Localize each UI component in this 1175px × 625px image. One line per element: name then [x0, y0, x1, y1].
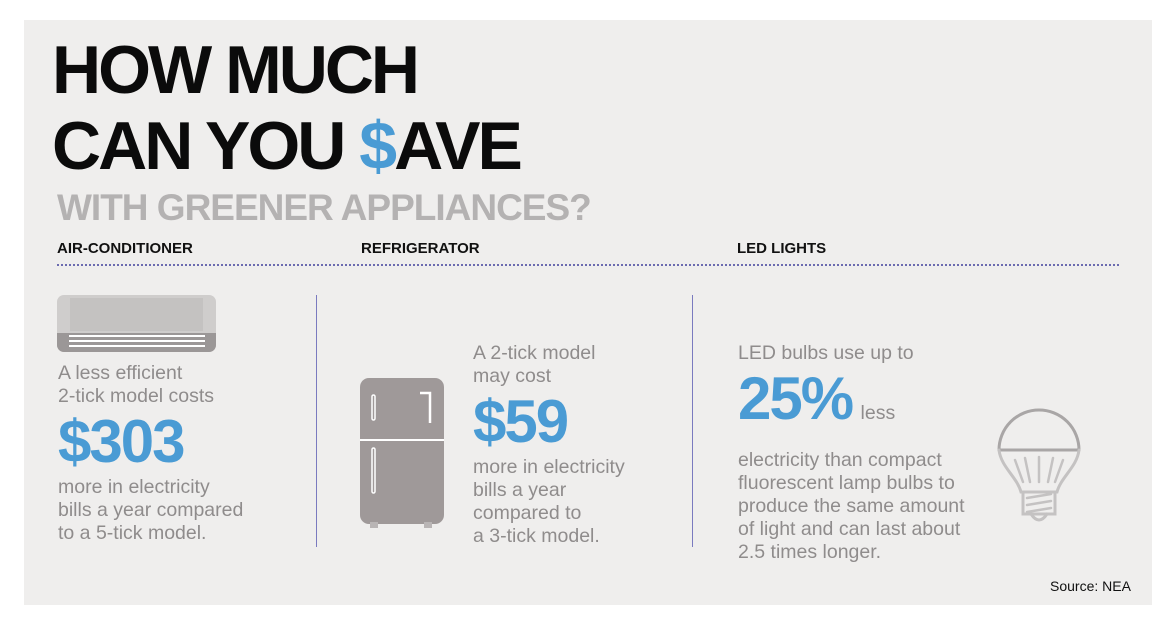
refrigerator-icon	[360, 378, 444, 528]
dollar-sign: $	[359, 108, 397, 184]
led-outro-line: electricity than compact	[738, 449, 942, 471]
headline-line-2-suffix: AVE	[394, 108, 523, 184]
fridge-column: A 2-tick model may cost $59 more in elec…	[473, 342, 625, 548]
fridge-intro-line: may cost	[473, 365, 552, 387]
fridge-value: $59	[473, 388, 569, 455]
column-divider	[316, 295, 317, 547]
source-note: Source: NEA	[1050, 578, 1131, 594]
led-outro-line: fluorescent lamp bulbs to	[738, 472, 955, 494]
dotted-divider	[57, 264, 1119, 266]
ac-intro-line: A less efficient	[58, 362, 183, 384]
led-value-row: 25% less	[738, 365, 965, 449]
light-bulb-icon	[997, 408, 1081, 522]
column-divider	[692, 295, 693, 547]
ac-intro-line: 2-tick model costs	[58, 385, 215, 407]
led-value: 25%	[738, 365, 854, 432]
fridge-intro-line: A 2-tick model	[473, 342, 596, 364]
led-intro: LED bulbs use up to	[738, 342, 914, 364]
led-outro-line: of light and can last about	[738, 518, 961, 540]
air-conditioner-icon	[57, 295, 216, 352]
led-outro-line: 2.5 times longer.	[738, 541, 882, 563]
ac-column: A less efficient 2-tick model costs $303…	[58, 362, 243, 545]
led-column: LED bulbs use up to 25% less electricity…	[738, 342, 965, 564]
headline-line-1: HOW MUCH	[52, 32, 420, 108]
fridge-outro-line: a 3-tick model.	[473, 525, 600, 547]
ac-outro-line: bills a year compared	[58, 499, 244, 521]
headline: HOW MUCH CAN YOU $AVE	[52, 32, 523, 184]
ac-outro-line: to a 5-tick model.	[58, 522, 207, 544]
heading-led-lights: LED LIGHTS	[737, 240, 827, 257]
heading-refrigerator: REFRIGERATOR	[361, 240, 480, 257]
headline-line-2-prefix: CAN YOU	[52, 108, 360, 184]
fridge-outro-line: compared to	[473, 502, 582, 524]
ac-value: $303	[58, 408, 185, 475]
led-value-suffix: less	[860, 402, 896, 424]
fridge-outro-line: bills a year	[473, 479, 567, 501]
fridge-outro-line: more in electricity	[473, 456, 625, 478]
led-outro-line: produce the same amount	[738, 495, 965, 517]
ac-outro-line: more in electricity	[58, 476, 210, 498]
subtitle: WITH GREENER APPLIANCES?	[57, 187, 592, 228]
heading-air-conditioner: AIR-CONDITIONER	[57, 240, 193, 257]
headline-line-2: CAN YOU $AVE	[52, 108, 523, 184]
